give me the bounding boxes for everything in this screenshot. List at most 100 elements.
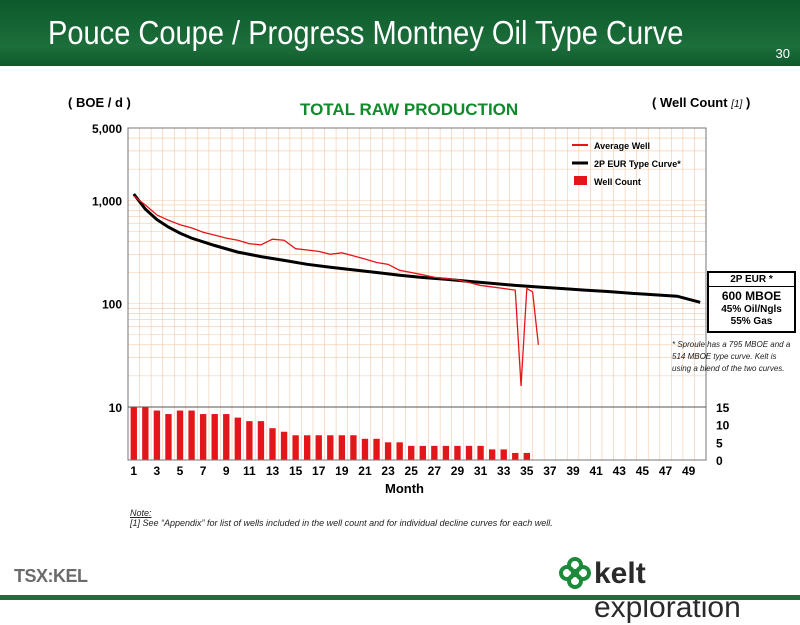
bar-well-count <box>257 421 265 460</box>
x-tick-label: 19 <box>335 464 349 478</box>
chart-axes <box>127 127 707 461</box>
bar-well-count <box>419 445 426 460</box>
eur-box-oil: 45% Oil/Ngls <box>721 304 782 315</box>
bar-well-count <box>223 414 230 460</box>
x-tick-label: 49 <box>682 464 696 478</box>
y-tick-label: 1,000 <box>92 194 122 208</box>
x-tick-label: 15 <box>289 464 303 478</box>
sproule-footnote: * Sproule has a 795 MBOE and a 514 MBOE … <box>672 340 791 373</box>
bar-well-count <box>153 410 161 460</box>
bar-well-count <box>292 435 299 460</box>
bar-well-count <box>234 417 241 460</box>
note-text: [1] See “Appendix” for list of wells inc… <box>130 518 553 528</box>
x-tick-label: 5 <box>177 464 184 478</box>
bar-well-count <box>373 438 380 460</box>
x-axis-label: Month <box>385 481 424 496</box>
well-count-bars <box>130 407 530 460</box>
y2-tick-label: 0 <box>716 454 723 468</box>
x-tick-label: 47 <box>659 464 673 478</box>
right-axis-unit-prefix: ( Well Count <box>652 95 732 110</box>
kelt-wordmark-bold: kelt <box>594 557 646 590</box>
x-tick-label: 23 <box>381 464 395 478</box>
x-tick-label: 11 <box>243 464 256 478</box>
right-axis-unit: ( Well Count [1] ) <box>652 95 750 110</box>
bar-well-count <box>211 414 218 460</box>
x-tick-label: 17 <box>312 464 326 478</box>
x-tick-label: 21 <box>358 464 372 478</box>
eur-box: 2P EUR * 600 MBOE 45% Oil/Ngls 55% Gas <box>707 271 796 333</box>
kelt-wordmark: kelt exploration <box>594 557 800 625</box>
x-tick-label: 9 <box>223 464 230 478</box>
chart-ticks: 1 3 5 7 9 11 13 15 17 19 21 23 25 27 29 31 33 35 37 39 41 43 4… <box>92 122 730 478</box>
kelt-knot-icon <box>559 557 591 589</box>
x-tick-label: 33 <box>497 464 511 478</box>
bar-well-count <box>465 445 473 460</box>
footer-bar <box>0 595 800 600</box>
type-curve-line <box>132 193 701 304</box>
bar-well-count <box>142 407 149 460</box>
y-tick-label: 5,000 <box>92 122 122 136</box>
legend-label: Average Well <box>594 141 650 151</box>
bar-well-count <box>384 442 392 460</box>
bar-well-count <box>246 421 253 460</box>
bar-well-count <box>500 449 507 460</box>
x-tick-label: 41 <box>590 464 604 478</box>
note-heading: Note: <box>130 508 152 518</box>
plot-frame <box>127 127 707 461</box>
x-tick-label: 3 <box>154 464 161 478</box>
x-tick-label: 35 <box>520 464 534 478</box>
bar-well-count <box>442 445 450 460</box>
page-number: 30 <box>775 46 790 61</box>
x-tick-label: 29 <box>451 464 465 478</box>
bar-well-count <box>350 435 357 460</box>
title-bar: Pouce Coupe / Progress Montney Oil Type … <box>0 0 800 66</box>
bar-well-count <box>188 410 195 460</box>
left-axis-unit: ( BOE / d ) <box>68 95 131 110</box>
x-tick-label: 31 <box>474 464 488 478</box>
bar-well-count <box>304 435 311 460</box>
eur-box-volume: 600 MBOE <box>721 289 782 303</box>
bar-well-count <box>431 445 438 460</box>
bar-well-count <box>523 452 530 460</box>
production-chart: 1 3 5 7 9 11 13 15 17 19 21 23 25 27 29 31 33 35 37 39 41 43 4… <box>92 122 730 478</box>
x-tick-label: 13 <box>266 464 280 478</box>
y-tick-label: 10 <box>109 401 123 415</box>
legend-label: Well Count <box>594 177 641 187</box>
page-title: Pouce Coupe / Progress Montney Oil Type … <box>48 14 684 51</box>
chart-legend: Average Well 2P EUR Type Curve* Well Count <box>572 141 681 187</box>
chart-grid <box>127 127 707 460</box>
x-tick-label: 39 <box>566 464 580 478</box>
y-tick-label: 100 <box>102 298 122 312</box>
bar-well-count <box>269 428 276 460</box>
tsx-ticker: TSX:KEL <box>14 566 88 586</box>
right-axis-unit-suffix: ) <box>742 95 751 110</box>
bar-well-count <box>327 435 334 460</box>
bar-well-count <box>488 449 496 460</box>
bar-well-count <box>130 407 137 460</box>
bar-well-count <box>454 445 461 460</box>
bar-well-count <box>338 435 346 460</box>
bar-well-count <box>477 445 484 460</box>
bar-well-count <box>176 410 184 460</box>
right-axis-unit-ref: [1] <box>731 99 743 110</box>
legend-swatch <box>574 176 587 185</box>
bar-well-count <box>361 438 369 460</box>
chart-lines <box>132 193 701 386</box>
y2-tick-label: 10 <box>716 419 730 433</box>
bar-well-count <box>165 414 172 460</box>
x-tick-label: 25 <box>405 464 419 478</box>
bar-well-count <box>199 414 207 460</box>
x-tick-label: 7 <box>200 464 207 478</box>
x-tick-label: 27 <box>428 464 442 478</box>
y2-tick-label: 15 <box>716 401 730 415</box>
legend-label: 2P EUR Type Curve* <box>594 159 681 169</box>
bar-well-count <box>408 445 415 460</box>
eur-box-heading: 2P EUR * <box>709 273 794 287</box>
x-tick-label: 43 <box>613 464 627 478</box>
eur-box-gas: 55% Gas <box>730 316 773 327</box>
bar-well-count <box>315 435 322 460</box>
x-tick-label: 37 <box>543 464 557 478</box>
average-well-line <box>133 195 540 386</box>
bar-well-count <box>512 452 519 460</box>
y2-tick-label: 5 <box>716 436 723 450</box>
